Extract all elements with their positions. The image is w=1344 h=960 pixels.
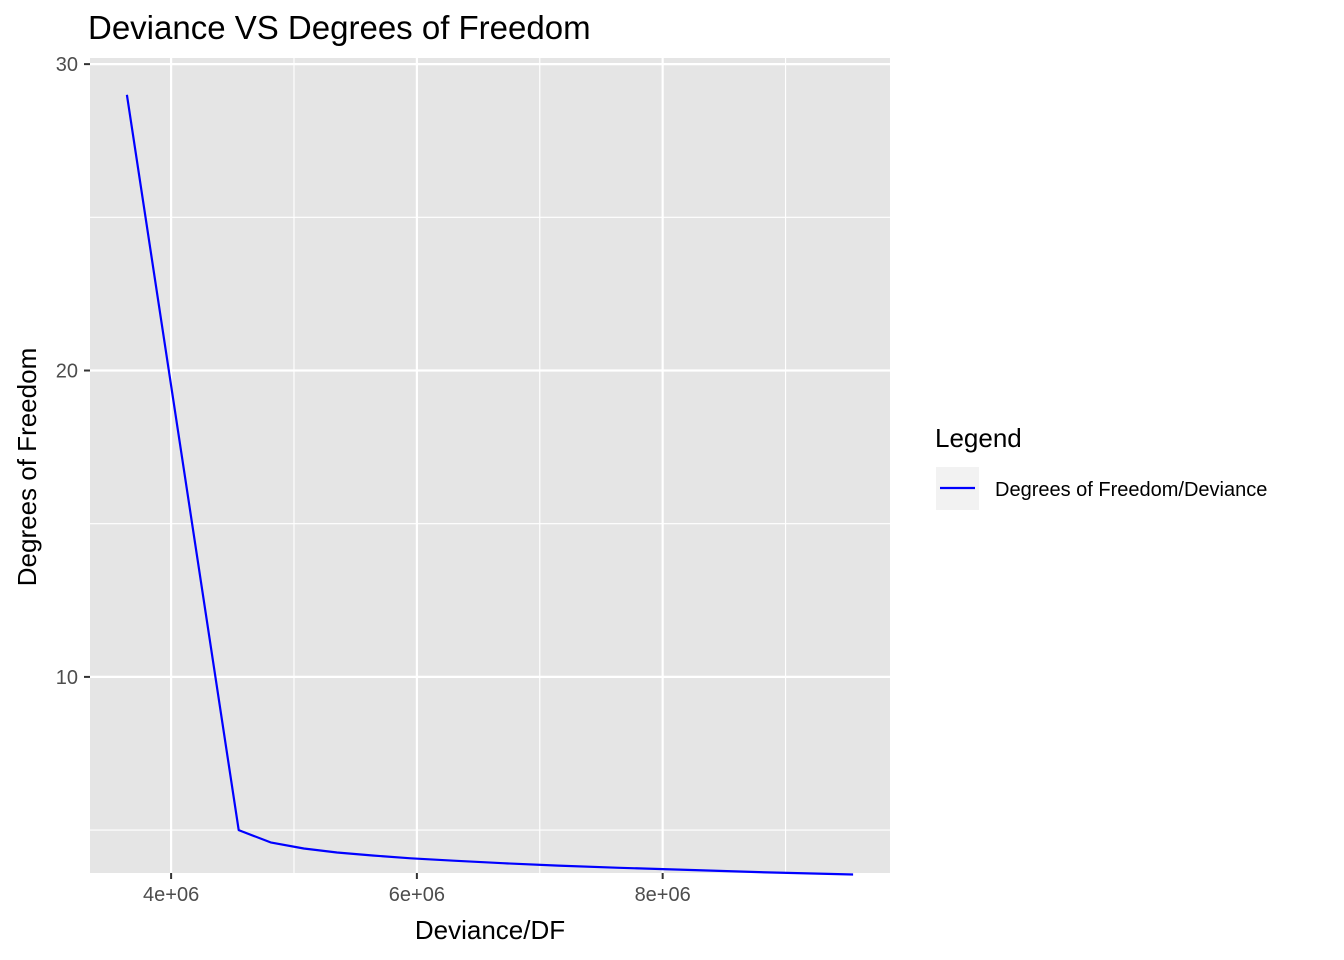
axis-ticks: 4e+06 6e+06 8e+06 10 20 30 <box>56 54 691 906</box>
x-axis-title: Deviance/DF <box>415 915 565 945</box>
legend: Legend Degrees of Freedom/Deviance <box>935 423 1267 510</box>
y-axis-title: Degrees of Freedom <box>12 348 42 586</box>
legend-title: Legend <box>935 423 1022 453</box>
x-tick-label: 8e+06 <box>635 884 691 906</box>
x-tick-label: 6e+06 <box>389 884 445 906</box>
legend-label: Degrees of Freedom/Deviance <box>995 479 1267 501</box>
x-tick-label: 4e+06 <box>143 884 199 906</box>
y-tick-label: 30 <box>56 54 78 76</box>
series-layer <box>125 94 854 876</box>
y-tick-label: 20 <box>56 361 78 383</box>
grid-minor-lines <box>90 58 890 873</box>
series-line <box>125 94 854 876</box>
grid-major-lines <box>90 58 890 873</box>
chart-title: Deviance VS Degrees of Freedom <box>88 9 591 46</box>
y-tick-label: 10 <box>56 667 78 689</box>
plot-panel <box>90 58 890 873</box>
